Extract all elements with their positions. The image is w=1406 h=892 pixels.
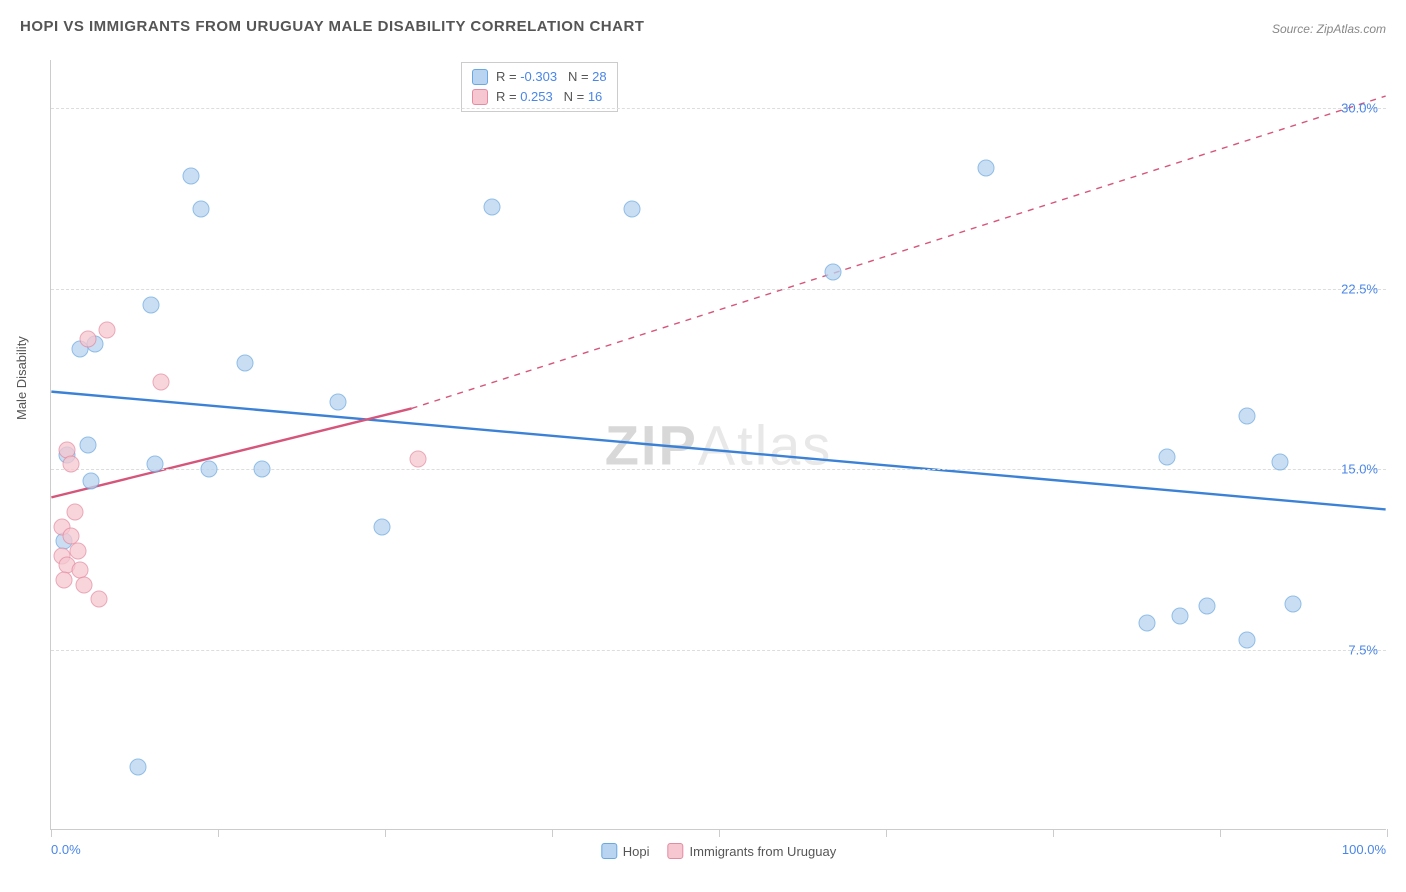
- y-tick-label: 30.0%: [1341, 101, 1378, 116]
- x-tick: [719, 829, 720, 837]
- point-hopi: [978, 160, 995, 177]
- point-uruguay: [410, 451, 427, 468]
- y-axis-label: Male Disability: [14, 336, 29, 420]
- point-hopi: [129, 759, 146, 776]
- correlation-legend: R = -0.303 N = 28R = 0.253 N = 16: [461, 62, 618, 112]
- point-uruguay: [67, 504, 84, 521]
- point-hopi: [1171, 607, 1188, 624]
- source-label: Source: ZipAtlas.com: [1272, 22, 1386, 36]
- x-tick: [385, 829, 386, 837]
- legend-swatch: [601, 843, 617, 859]
- point-uruguay: [56, 571, 73, 588]
- x-tick: [1053, 829, 1054, 837]
- legend-text: R = 0.253 N = 16: [496, 87, 602, 107]
- point-uruguay: [99, 321, 116, 338]
- watermark: ZIPAtlas: [605, 412, 833, 477]
- legend-swatch: [472, 89, 488, 105]
- point-hopi: [1272, 453, 1289, 470]
- x-tick: [51, 829, 52, 837]
- gridline: [51, 108, 1386, 109]
- chart-title: HOPI VS IMMIGRANTS FROM URUGUAY MALE DIS…: [20, 18, 644, 35]
- point-uruguay: [152, 374, 169, 391]
- gridline: [51, 289, 1386, 290]
- trend-lines: [51, 60, 1386, 829]
- gridline: [51, 469, 1386, 470]
- point-hopi: [1158, 449, 1175, 466]
- point-hopi: [824, 263, 841, 280]
- series-legend: Hopi Immigrants from Uruguay: [601, 843, 836, 859]
- point-hopi: [1238, 408, 1255, 425]
- bottom-legend-item: Immigrants from Uruguay: [668, 843, 837, 859]
- x-tick: [1387, 829, 1388, 837]
- point-uruguay: [63, 456, 80, 473]
- point-hopi: [192, 201, 209, 218]
- point-hopi: [330, 393, 347, 410]
- point-hopi: [1138, 615, 1155, 632]
- point-hopi: [483, 198, 500, 215]
- x-tick: [552, 829, 553, 837]
- legend-text: R = -0.303 N = 28: [496, 67, 607, 87]
- point-uruguay: [91, 591, 108, 608]
- legend-swatch: [668, 843, 684, 859]
- point-hopi: [1238, 631, 1255, 648]
- bottom-legend-item: Hopi: [601, 843, 650, 859]
- plot-area: ZIPAtlas R = -0.303 N = 28R = 0.253 N = …: [50, 60, 1386, 830]
- point-hopi: [1285, 595, 1302, 612]
- x-tick: [1220, 829, 1221, 837]
- watermark-zip: ZIP: [605, 413, 698, 476]
- y-tick-label: 7.5%: [1348, 642, 1378, 657]
- point-hopi: [374, 518, 391, 535]
- point-hopi: [236, 355, 253, 372]
- point-hopi: [200, 461, 217, 478]
- y-tick-label: 22.5%: [1341, 281, 1378, 296]
- y-tick-label: 15.0%: [1341, 462, 1378, 477]
- gridline: [51, 650, 1386, 651]
- point-uruguay: [76, 576, 93, 593]
- point-hopi: [1198, 598, 1215, 615]
- x-tick-label-left: 0.0%: [51, 842, 81, 857]
- point-hopi: [143, 297, 160, 314]
- point-uruguay: [69, 542, 86, 559]
- x-tick: [886, 829, 887, 837]
- point-hopi: [83, 473, 100, 490]
- point-hopi: [80, 437, 97, 454]
- point-hopi: [147, 456, 164, 473]
- x-tick: [218, 829, 219, 837]
- point-hopi: [624, 201, 641, 218]
- x-tick-label-right: 100.0%: [1342, 842, 1386, 857]
- point-uruguay: [80, 331, 97, 348]
- point-hopi: [183, 167, 200, 184]
- watermark-atlas: Atlas: [698, 413, 833, 476]
- point-hopi: [254, 461, 271, 478]
- legend-row: R = 0.253 N = 16: [472, 87, 607, 107]
- legend-label: Hopi: [623, 844, 650, 859]
- legend-swatch: [472, 69, 488, 85]
- legend-row: R = -0.303 N = 28: [472, 67, 607, 87]
- legend-label: Immigrants from Uruguay: [690, 844, 837, 859]
